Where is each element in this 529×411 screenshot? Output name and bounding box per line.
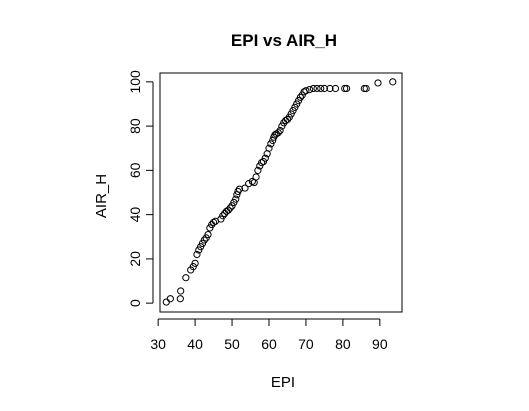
data-point: [226, 204, 234, 212]
data-point: [252, 173, 260, 181]
data-point: [224, 206, 232, 214]
data-point: [209, 218, 218, 226]
data-point: [313, 84, 321, 93]
y-tick-label: 0: [127, 299, 143, 307]
x-axis-label: EPI: [271, 374, 295, 391]
data-point: [162, 298, 170, 306]
x-tick-label: 30: [150, 336, 166, 352]
y-tick-label: 40: [127, 207, 143, 223]
data-point: [274, 129, 282, 137]
data-point: [309, 84, 317, 93]
data-point: [166, 295, 174, 303]
x-tick-label: 40: [187, 336, 203, 352]
data-point: [204, 230, 212, 239]
y-tick-label: 60: [127, 162, 143, 178]
x-tick-label: 50: [224, 336, 240, 352]
y-axis-label: AIR_H: [93, 174, 110, 218]
data-point: [245, 180, 253, 188]
data-point: [306, 85, 314, 94]
data-point: [265, 144, 273, 152]
data-point: [219, 212, 227, 220]
data-point: [191, 259, 199, 267]
data-point: [360, 84, 368, 93]
data-point: [248, 177, 256, 186]
x-axis: 30 40 50 60 70 80 90: [150, 318, 388, 352]
chart-title: EPI vs AIR_H: [231, 31, 337, 50]
data-points: [162, 78, 397, 306]
data-point: [261, 154, 269, 162]
data-point: [235, 185, 244, 193]
data-point: [362, 84, 370, 93]
y-axis: 0 20 40 60 80 100: [127, 70, 154, 307]
data-point: [320, 84, 329, 93]
data-point: [389, 78, 397, 86]
x-tick-label: 70: [298, 336, 314, 352]
y-tick-label: 20: [127, 251, 143, 267]
plot-frame: [159, 72, 403, 313]
y-tick-label: 100: [127, 70, 143, 94]
data-point: [177, 287, 185, 295]
data-point: [374, 79, 382, 87]
data-point: [302, 87, 310, 95]
data-point: [342, 84, 351, 93]
data-point: [296, 93, 304, 101]
x-tick-label: 60: [261, 336, 277, 352]
data-point: [182, 274, 190, 282]
data-point: [193, 250, 201, 259]
data-point: [232, 195, 240, 203]
data-point: [283, 115, 292, 124]
data-point: [254, 166, 262, 174]
data-point: [258, 159, 266, 167]
data-point: [331, 84, 340, 93]
data-point: [241, 184, 249, 192]
data-point: [176, 295, 184, 303]
data-point: [341, 84, 349, 93]
data-point: [326, 84, 334, 93]
data-point: [200, 236, 208, 244]
data-point: [276, 126, 284, 135]
data-point: [317, 84, 325, 93]
x-tick-label: 80: [335, 336, 351, 352]
y-tick-label: 80: [127, 118, 143, 134]
x-tick-label: 90: [372, 336, 388, 352]
